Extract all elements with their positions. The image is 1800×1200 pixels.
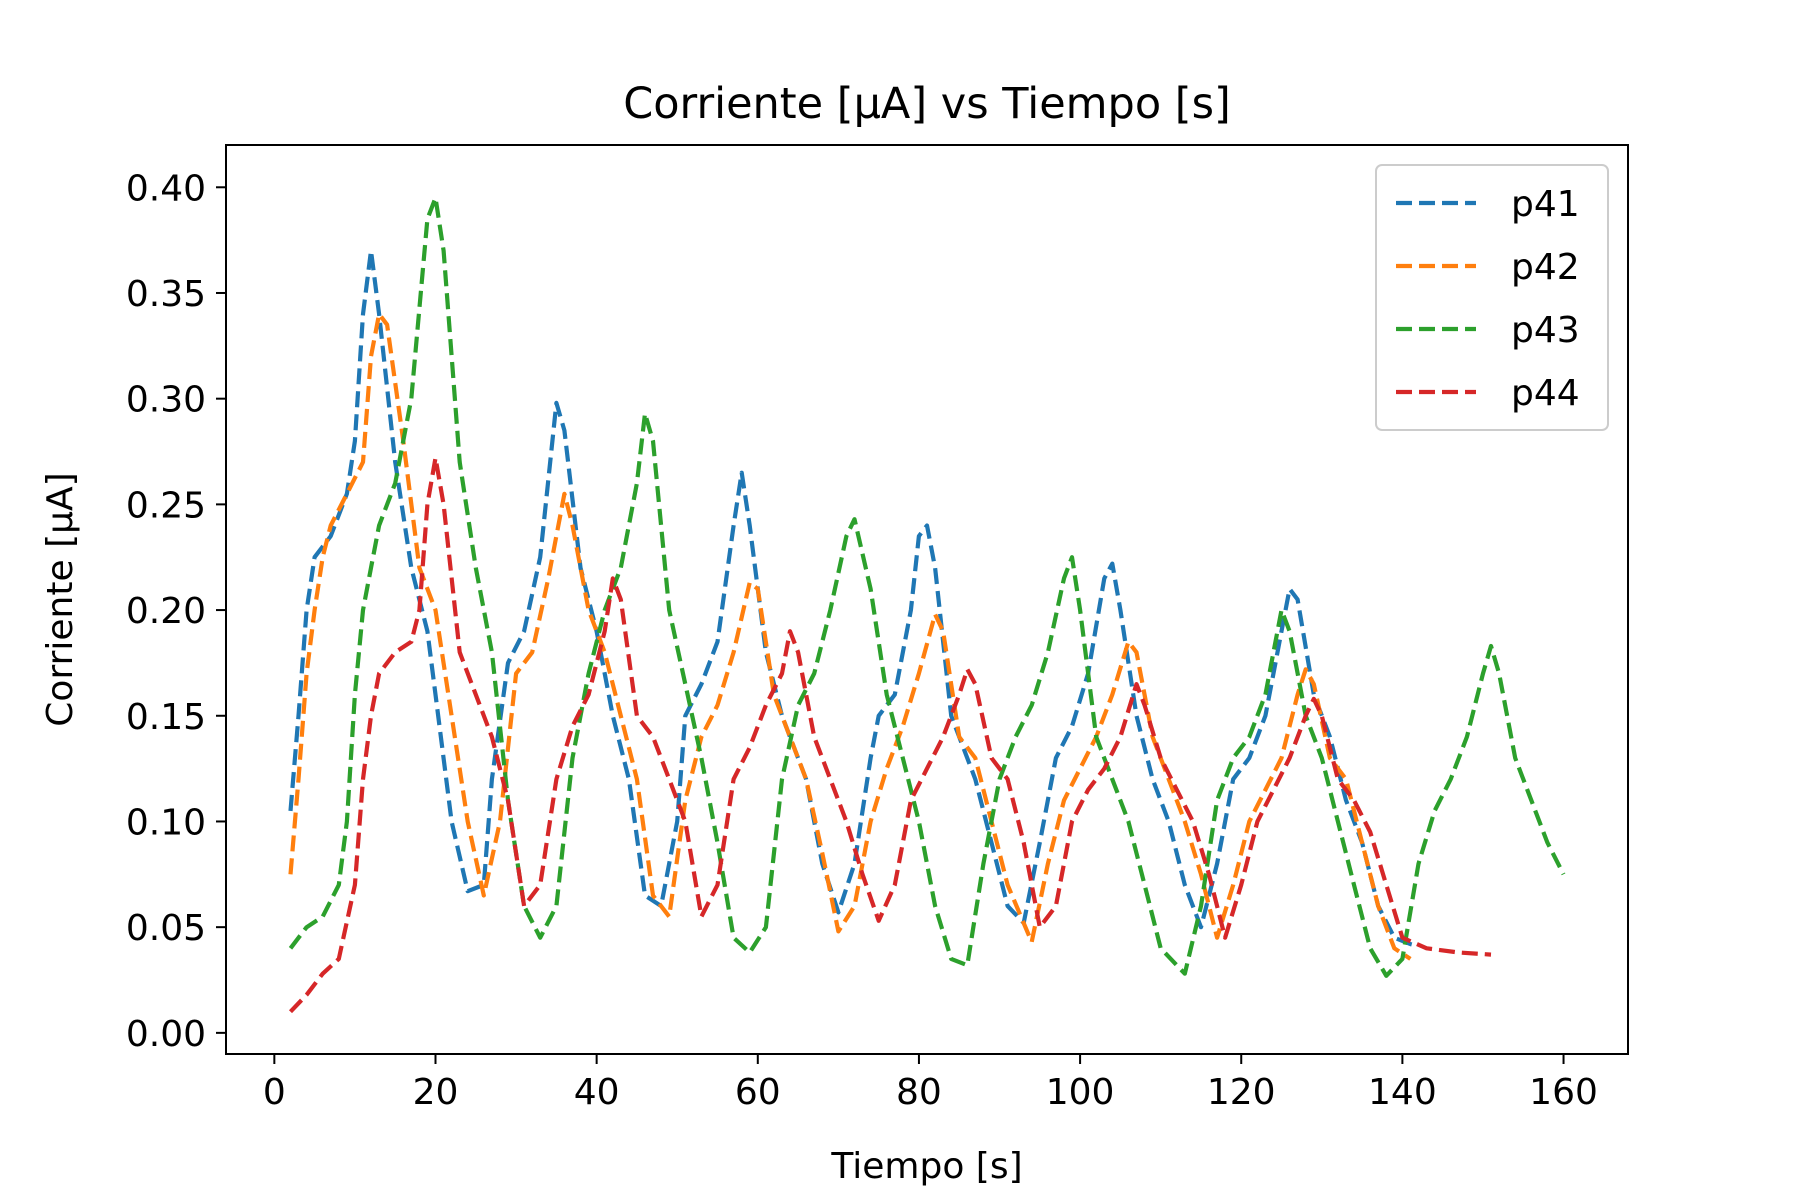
series-line-p43 — [288, 195, 1566, 978]
legend-label-p42: p42 — [1511, 247, 1580, 288]
plot-frame — [225, 144, 1629, 1055]
y-tick-label: 0.15 — [126, 697, 206, 738]
x-axis: 0 20 40 60 80 100 120 140 160 — [263, 1054, 1598, 1113]
y-tick-label: 0.20 — [126, 591, 206, 632]
y-tick-label: 0.30 — [126, 380, 206, 421]
series-lines — [288, 195, 1566, 1014]
x-tick-label: 80 — [896, 1072, 942, 1113]
x-tick-label: 120 — [1207, 1072, 1276, 1113]
x-tick-label: 100 — [1046, 1072, 1115, 1113]
y-axis-label: Corriente [μA] — [40, 472, 81, 726]
legend-label-p44: p44 — [1511, 373, 1580, 414]
x-axis-label: Tiempo [s] — [830, 1146, 1022, 1187]
x-tick-label: 40 — [574, 1072, 620, 1113]
x-tick-label: 20 — [413, 1072, 459, 1113]
series-line-p44 — [288, 455, 1492, 1014]
x-tick-label: 140 — [1368, 1072, 1437, 1113]
legend: p41 p42 p43 p44 — [1375, 164, 1609, 431]
y-tick-label: 0.25 — [126, 485, 206, 526]
x-tick-label: 60 — [735, 1072, 781, 1113]
legend-box — [1375, 164, 1609, 431]
y-tick-label: 0.05 — [126, 908, 206, 949]
y-tick-label: 0.35 — [126, 274, 206, 315]
x-tick-label: 160 — [1529, 1072, 1598, 1113]
y-tick-label: 0.40 — [126, 168, 206, 209]
legend-label-p41: p41 — [1511, 184, 1580, 225]
y-tick-label: 0.10 — [126, 802, 206, 843]
y-axis: 0.00 0.05 0.10 0.15 0.20 0.25 0.30 0.35 0.40 — [126, 168, 226, 1055]
y-tick-label: 0.00 — [126, 1014, 206, 1055]
chart-title: Corriente [μA] vs Tiempo [s] — [623, 79, 1231, 129]
x-tick-label: 0 — [263, 1072, 286, 1113]
legend-label-p43: p43 — [1511, 310, 1580, 351]
series-line-p41 — [288, 248, 1420, 949]
